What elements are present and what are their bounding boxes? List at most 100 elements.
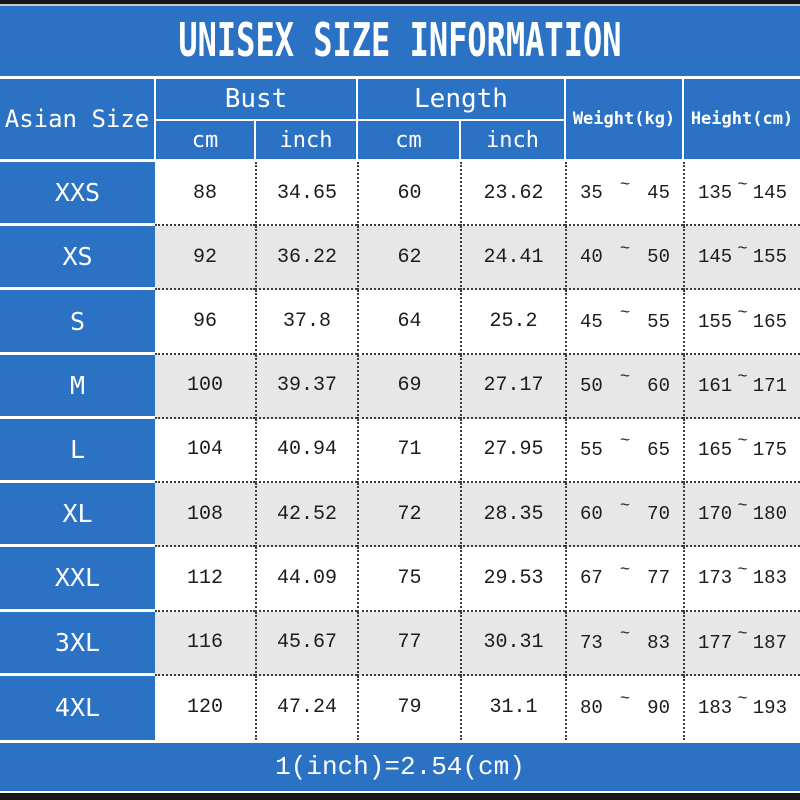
weight-max-value: 60: [647, 374, 670, 397]
tilde-separator: ~: [737, 304, 748, 324]
weight-min-value: 60: [580, 503, 603, 526]
size-label-cell: M: [0, 354, 155, 419]
title-banner: UNISEX SIZE INFORMATION: [0, 6, 800, 76]
size-label-cell: 4XL: [0, 675, 155, 740]
bust-inch-cell: 44.09: [255, 547, 357, 612]
length-cm-cell: 64: [357, 290, 460, 355]
height-min-value: 177: [698, 631, 733, 654]
bust-cm-cell: 92: [155, 226, 255, 291]
height-min-value: 155: [698, 310, 733, 333]
length-cm-cell: 60: [357, 162, 460, 227]
table-row: XL 108 42.52 72 28.35 60 ~ 70 170 ~ 180: [0, 483, 800, 548]
weight-range-cell: 45 ~ 55: [565, 290, 683, 355]
table-row: L 104 40.94 71 27.95 55 ~ 65 165 ~ 175: [0, 418, 800, 484]
table-row: M 100 39.37 69 27.17 50 ~ 60 161 ~ 171: [0, 354, 800, 419]
length-inch-cell: 28.35: [460, 483, 565, 548]
length-cm-cell: 72: [357, 483, 460, 548]
height-min-value: 173: [698, 567, 733, 590]
header-cell-height: Height(cm): [683, 78, 800, 160]
length-cm-cell: 71: [357, 418, 460, 484]
bust-inch-cell: 37.8: [255, 290, 357, 355]
bust-cm-cell: 120: [155, 675, 255, 740]
tilde-separator: ~: [737, 175, 748, 195]
tilde-separator: ~: [737, 432, 748, 452]
weight-min-value: 50: [580, 374, 603, 397]
height-range-cell: 165 ~ 175: [683, 418, 800, 484]
length-cm-cell: 75: [357, 547, 460, 612]
bust-cm-cell: 88: [155, 162, 255, 227]
length-inch-cell: 27.17: [460, 354, 565, 419]
bust-inch-cell: 45.67: [255, 611, 357, 676]
tilde-separator: ~: [737, 560, 748, 580]
weight-min-value: 67: [580, 567, 603, 590]
bust-inch-cell: 47.24: [255, 675, 357, 740]
weight-range-cell: 60 ~ 70: [565, 483, 683, 548]
size-label-cell: XS: [0, 226, 155, 291]
height-range-cell: 170 ~ 180: [683, 483, 800, 548]
header-cell-length: Length: [357, 78, 565, 120]
bust-cm-cell: 96: [155, 290, 255, 355]
tilde-separator: ~: [619, 625, 631, 645]
tilde-separator: ~: [619, 432, 631, 452]
height-max-value: 193: [752, 696, 787, 719]
weight-range-cell: 55 ~ 65: [565, 418, 683, 484]
conversion-note: 1(inch)=2.54(cm): [275, 752, 525, 782]
length-inch-cell: 30.31: [460, 611, 565, 676]
length-inch-cell: 24.41: [460, 226, 565, 291]
table-row: 4XL 120 47.24 79 31.1 80 ~ 90 183 ~ 193: [0, 675, 800, 740]
length-inch-cell: 29.53: [460, 547, 565, 612]
height-max-value: 145: [752, 182, 787, 205]
weight-range-cell: 40 ~ 50: [565, 226, 683, 291]
tilde-separator: ~: [737, 625, 748, 645]
height-min-value: 161: [698, 374, 733, 397]
length-cm-cell: 69: [357, 354, 460, 419]
size-label-cell: 3XL: [0, 611, 155, 676]
table-row: 3XL 116 45.67 77 30.31 73 ~ 83 177 ~ 187: [0, 611, 800, 676]
table-row: XS 92 36.22 62 24.41 40 ~ 50 145 ~ 155: [0, 226, 800, 291]
footer-banner: 1(inch)=2.54(cm): [0, 740, 800, 791]
bust-inch-cell: 39.37: [255, 354, 357, 419]
height-min-value: 170: [698, 503, 733, 526]
bust-inch-cell: 42.52: [255, 483, 357, 548]
bust-cm-cell: 108: [155, 483, 255, 548]
size-label-cell: S: [0, 290, 155, 355]
height-range-cell: 145 ~ 155: [683, 226, 800, 291]
height-min-value: 135: [698, 182, 733, 205]
height-range-cell: 161 ~ 171: [683, 354, 800, 419]
length-inch-cell: 31.1: [460, 675, 565, 740]
bust-cm-cell: 112: [155, 547, 255, 612]
size-label-cell: XXL: [0, 547, 155, 612]
height-max-value: 171: [752, 374, 787, 397]
weight-max-value: 77: [647, 567, 670, 590]
weight-max-value: 83: [647, 631, 670, 654]
page-title: UNISEX SIZE INFORMATION: [178, 14, 622, 68]
weight-max-value: 55: [647, 310, 670, 333]
bust-inch-cell: 40.94: [255, 418, 357, 484]
weight-min-value: 73: [580, 631, 603, 654]
height-max-value: 187: [752, 631, 787, 654]
header-cell-weight: Weight(kg): [565, 78, 683, 160]
length-cm-cell: 62: [357, 226, 460, 291]
tilde-separator: ~: [737, 368, 748, 388]
weight-max-value: 50: [647, 246, 670, 269]
height-min-value: 165: [698, 438, 733, 461]
height-max-value: 155: [752, 246, 787, 269]
bust-cm-cell: 100: [155, 354, 255, 419]
table-body: XXS 88 34.65 60 23.62 35 ~ 45 135 ~ 145 …: [0, 162, 800, 740]
weight-range-cell: 50 ~ 60: [565, 354, 683, 419]
weight-max-value: 65: [647, 438, 670, 461]
height-range-cell: 177 ~ 187: [683, 611, 800, 676]
subheader-bust-cm: cm: [155, 120, 255, 160]
header-cell-asian-size: Asian Size: [0, 78, 155, 160]
weight-min-value: 35: [580, 182, 603, 205]
tilde-separator: ~: [619, 496, 631, 516]
table-header: Asian Size Bust Length Weight(kg) Height…: [0, 76, 800, 162]
height-max-value: 165: [752, 310, 787, 333]
height-max-value: 175: [752, 438, 787, 461]
height-range-cell: 135 ~ 145: [683, 162, 800, 227]
weight-min-value: 40: [580, 246, 603, 269]
subheader-length-inch: inch: [460, 120, 565, 160]
tilde-separator: ~: [619, 239, 631, 259]
weight-range-cell: 80 ~ 90: [565, 675, 683, 740]
